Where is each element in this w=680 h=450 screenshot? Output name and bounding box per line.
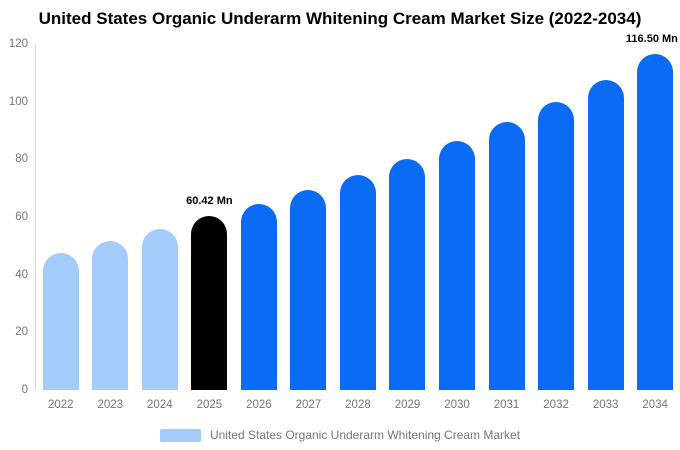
bar-2022[interactable] [42, 252, 79, 390]
y-axis-line [35, 44, 36, 390]
x-tick-label-2031: 2031 [493, 399, 520, 411]
bar-group-2030: 2030 [432, 44, 482, 411]
x-tick-label-2032: 2032 [543, 399, 569, 411]
bar-2030[interactable] [439, 140, 476, 390]
bar-2034[interactable] [637, 54, 674, 390]
bar-group-2028: 2028 [333, 44, 383, 411]
bar-2029[interactable] [389, 158, 426, 390]
bar-group-2022: 2022 [36, 44, 86, 411]
x-tick-label-2029: 2029 [394, 399, 421, 411]
bar-group-2023: 2023 [86, 44, 136, 411]
legend-swatch[interactable] [159, 428, 201, 442]
bar-group-2029: 2029 [383, 44, 433, 411]
y-tick-label-60: 60 [15, 211, 28, 223]
bar-group-2024: 2024 [135, 44, 185, 411]
bar-2026[interactable] [240, 203, 277, 390]
x-tick-label-2023: 2023 [97, 399, 124, 411]
bars: 2022 2023 2024 2025 60.42 Mn 2026 2027 2028 2029… [36, 33, 680, 411]
x-tick-label-2034: 2034 [642, 399, 668, 411]
bar-2033[interactable] [587, 80, 624, 390]
y-tick-label-100: 100 [8, 95, 28, 108]
x-tick-label-2028: 2028 [345, 399, 371, 411]
legend: United States Organic Underarm Whitening… [0, 427, 680, 443]
bar-group-2031: 2031 [482, 44, 532, 411]
y-tick-label-0: 0 [21, 384, 28, 396]
bar-2024[interactable] [141, 228, 178, 390]
x-tick-label-2030: 2030 [444, 399, 470, 411]
bar-group-2025: 2025 60.42 Mn [185, 44, 235, 411]
bar-group-2033: 2033 [581, 44, 631, 411]
x-tick-label-2024: 2024 [147, 399, 173, 411]
x-tick-label-2022: 2022 [47, 399, 74, 411]
y-tick-label-120: 120 [8, 38, 28, 50]
bar-2031[interactable] [488, 122, 525, 390]
value-label-2034: 116.50 Mn [625, 33, 678, 46]
y-tick-label-40: 40 [15, 268, 28, 281]
x-tick-label-2027: 2027 [295, 399, 322, 411]
bar-group-2026: 2026 [234, 44, 284, 411]
bar-group-2034: 2034 116.50 Mn [626, 33, 680, 411]
bar-2032[interactable] [538, 102, 575, 390]
y-tick-label-20: 20 [15, 326, 28, 339]
x-tick-label-2025: 2025 [196, 399, 223, 411]
x-tick-label-2033: 2033 [592, 399, 619, 411]
legend-label[interactable]: United States Organic Underarm Whitening… [209, 428, 521, 442]
bar-2028[interactable] [339, 174, 376, 390]
x-tick-label-2026: 2026 [246, 399, 272, 411]
bar-2027[interactable] [290, 189, 327, 390]
bar-group-2027: 2027 [284, 44, 334, 411]
bar-2023[interactable] [92, 240, 129, 390]
bar-2025[interactable] [191, 215, 228, 390]
value-label-2025: 60.42 Mn [186, 194, 233, 207]
y-tick-label-80: 80 [15, 153, 28, 166]
bar-group-2032: 2032 [531, 44, 581, 411]
chart-title: United States Organic Underarm Whitening… [38, 9, 642, 28]
